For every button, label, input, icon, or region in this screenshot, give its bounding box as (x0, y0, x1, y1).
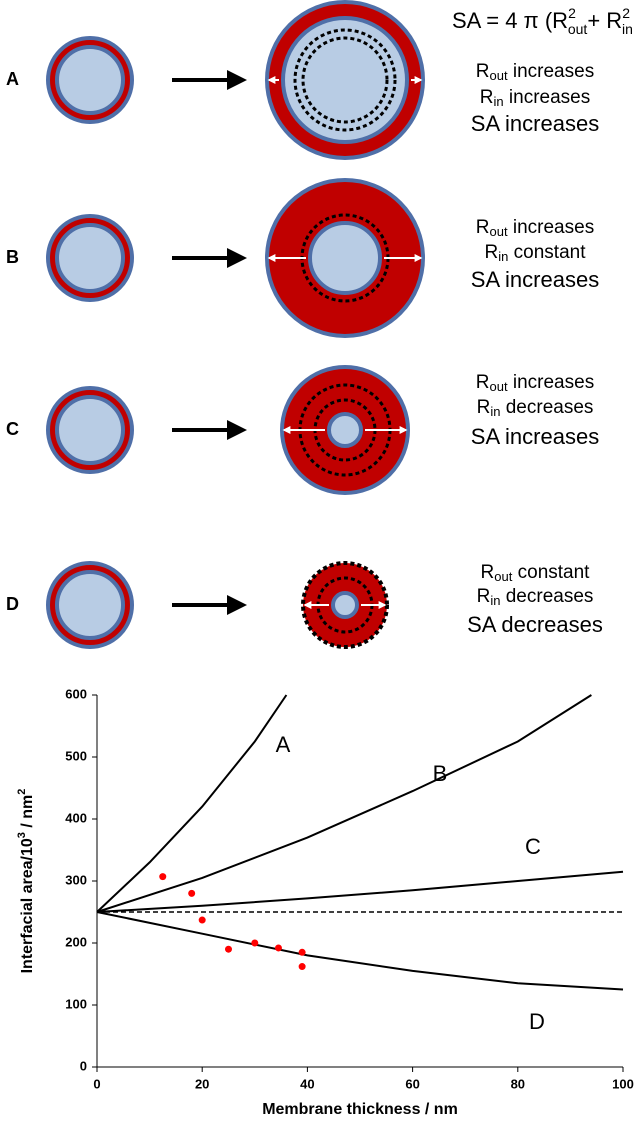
sub: in (622, 21, 633, 37)
rest: constant (508, 242, 586, 263)
x-tick-label: 20 (195, 1076, 209, 1091)
inner-core (55, 223, 125, 293)
formula-text: ) (633, 8, 639, 33)
r: R (485, 242, 499, 263)
sub: in (498, 249, 508, 264)
sup: 2 (568, 5, 576, 21)
condition: Rin increases (480, 87, 590, 109)
r: R (477, 586, 491, 607)
r: R (476, 61, 490, 82)
x-tick-label: 80 (511, 1076, 525, 1091)
curve-label: D (529, 1009, 545, 1034)
y-title-unit: / nm (19, 795, 36, 832)
condition: Rin decreases (477, 397, 594, 419)
r: R (481, 562, 495, 583)
sup: 2 (622, 5, 630, 21)
condition: Rin constant (485, 242, 587, 264)
row-label: D (6, 594, 19, 614)
row-label: C (6, 419, 19, 439)
curve (96, 694, 288, 913)
sub: in (494, 94, 504, 109)
inner-core (55, 395, 125, 465)
curve (96, 911, 624, 991)
condition: Rout constant (481, 562, 591, 584)
y-tick-label: 500 (65, 748, 87, 763)
sub: out (490, 68, 508, 83)
curve-label: C (525, 834, 541, 859)
data-point (298, 948, 306, 956)
y-tick-label: 400 (65, 810, 87, 825)
result: SA decreases (467, 612, 603, 637)
rest: increases (504, 87, 591, 108)
rest: decreases (500, 586, 593, 607)
inner-core (55, 45, 125, 115)
chart: 0 100 200 300 400 500 600 0 20 40 60 80 100 Membrane … (16, 686, 634, 1118)
rest: decreases (500, 397, 593, 418)
sup: 2 (16, 789, 28, 795)
inner-core (327, 412, 363, 448)
x-tick-label: 40 (300, 1076, 314, 1091)
sub: out (494, 569, 512, 584)
condition: Rout increases (476, 372, 594, 394)
sub: out (490, 379, 508, 394)
rest: increases (508, 61, 595, 82)
r: R (480, 87, 494, 108)
result: SA increases (471, 424, 599, 449)
data-point (225, 945, 232, 953)
sup: 3 (16, 832, 28, 838)
r: R (476, 372, 490, 393)
inner-core (308, 221, 382, 295)
r: R (476, 217, 490, 238)
y-title-text: Interfacial area/10 (19, 838, 36, 973)
y-tick-label: 0 (80, 1058, 87, 1073)
row-label: A (6, 69, 19, 89)
y-axis-title: Interfacial area/103 / nm2 (16, 789, 36, 974)
result: SA increases (471, 111, 599, 136)
x-tick-label: 100 (612, 1076, 634, 1091)
r: R (477, 397, 491, 418)
dashed-ring (301, 36, 389, 124)
inner-core (331, 591, 359, 619)
y-tick-label: 100 (65, 996, 87, 1011)
dashed-ring (293, 28, 397, 132)
inner-core (281, 16, 409, 144)
inner-core (55, 570, 125, 640)
condition: Rout increases (476, 61, 594, 83)
y-tick-label: 600 (65, 686, 87, 701)
x-tick-label: 0 (93, 1076, 100, 1091)
data-point (274, 944, 282, 952)
data-point (198, 916, 206, 924)
formula-text: + R (587, 8, 622, 33)
rest: increases (508, 217, 595, 238)
data-point (159, 873, 167, 881)
formula-text: SA = 4 π (R (452, 8, 568, 33)
curve-label: B (433, 761, 448, 786)
row-label: B (6, 247, 19, 267)
y-tick-label: 300 (65, 872, 87, 887)
sub: out (568, 21, 588, 37)
rest: constant (512, 562, 590, 583)
data-point (251, 939, 259, 947)
sub: in (490, 593, 500, 608)
curve (96, 694, 592, 913)
condition: Rout increases (476, 217, 594, 239)
sub: out (490, 224, 508, 239)
sub: in (490, 404, 500, 419)
x-tick-label: 60 (405, 1076, 419, 1091)
x-axis-title: Membrane thickness / nm (262, 1101, 458, 1118)
y-tick-label: 200 (65, 934, 87, 949)
condition: Rin decreases (477, 586, 594, 608)
curve-label: A (276, 732, 291, 757)
curve (96, 870, 624, 913)
data-point (188, 889, 196, 897)
rest: increases (508, 372, 595, 393)
result: SA increases (471, 267, 599, 292)
data-point (298, 963, 306, 971)
